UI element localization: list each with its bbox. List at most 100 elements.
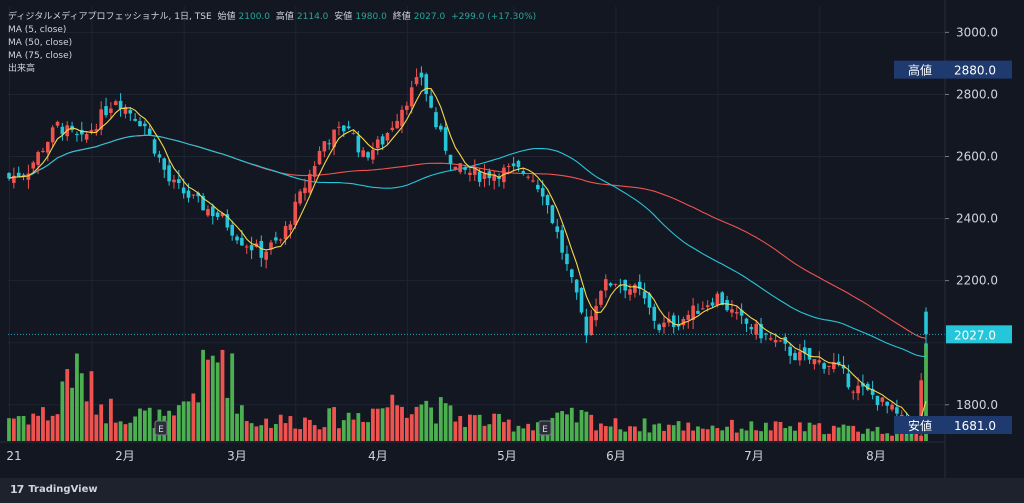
volume-bar [375,408,380,441]
candle-body [463,167,467,170]
volume-bar [851,425,856,441]
candle-body [895,407,899,414]
indicator-ma75[interactable]: MA (75, close) [8,51,73,61]
low-value: 1980.0 [355,12,387,22]
volume-series [7,343,928,441]
volume-bar [550,417,555,441]
candle-body [240,237,244,246]
candle-body [574,279,579,293]
volume-bar [70,387,74,441]
volume-bar [778,421,783,441]
candle-body [312,166,317,177]
volume-bar [739,428,744,441]
candle-body [919,380,923,434]
volume-bar [628,426,632,441]
high-tag-label: 高値 [908,63,932,78]
volume-bar [332,407,336,441]
candle-body [89,130,94,133]
candle-body [599,290,603,305]
candle-body [152,139,157,154]
volume-bar [642,418,647,441]
volume-bar [264,418,269,441]
candle-body [807,348,812,360]
volume-bar [603,426,608,441]
indicator-volume[interactable]: 出来高 [8,64,36,74]
volume-bar [492,413,497,441]
candle-body [424,74,429,94]
candle-body [409,87,414,107]
volume-bar [569,407,574,441]
legend-header: ディジタルメディアプロフェッショナル, 1日, TSE 始値 2100.0 高値 2… [8,11,539,24]
candle-body [26,173,31,180]
volume-bar [79,373,84,441]
volume-bar [31,413,36,441]
volume-bar [705,429,710,441]
candle-body [589,316,594,336]
candle-body [642,291,647,299]
volume-bar [45,420,50,441]
candle-body [788,346,792,356]
candle-body [60,126,65,135]
chart-svg[interactable]: 3000.0 2800.0 2600.0 2400.0 2200.0 1800.0 高値 28… [0,0,1024,478]
volume-bar [497,413,501,441]
volume-bar [511,431,516,441]
candle-body [186,190,191,198]
volume-bar [861,433,865,441]
candle-body [613,283,618,285]
volume-bar [501,422,506,441]
volume-bar [36,415,41,441]
low-tag-label: 安値 [908,418,932,433]
candle-body [521,171,526,174]
candle-body [298,191,302,204]
volume-bar [206,359,210,441]
candle-body [157,154,162,158]
indicator-ma5[interactable]: MA (5, close) [8,25,67,35]
candle-body [21,174,26,176]
volume-bar [259,425,264,441]
tradingview-logo[interactable]: 𝟭𝟳 TradingView [10,483,98,496]
volume-bar [104,423,108,441]
volume-bar [662,430,666,441]
candle-body [118,100,123,109]
volume-bar [283,423,288,441]
candle-body [414,77,419,85]
candle-body [94,129,99,132]
volume-bar [448,405,453,441]
volume-bar [555,412,560,441]
price-tick-label: 2400.0 [956,212,998,226]
volume-bar [361,421,366,441]
candle-body [681,318,686,326]
volume-bar [400,406,404,441]
candle-body [715,293,720,306]
candle-body [16,172,21,177]
volume-bar [312,425,317,441]
volume-bar [191,393,196,441]
candle-body [371,149,375,160]
candle-body [366,152,370,158]
volume-bar [429,407,434,441]
volume-bar [390,394,395,441]
candle-body [827,365,831,367]
volume-bar [827,433,831,441]
volume-bar [176,405,181,441]
indicator-ma50[interactable]: MA (50, close) [8,38,73,48]
low-tag-value: 1681.0 [954,419,996,433]
footer-bar [0,478,1024,503]
grid [8,6,945,442]
volume-bar [899,427,904,441]
volume-bar [123,424,128,441]
candle-body [696,310,700,314]
candle-body [657,324,661,331]
candle-body [822,363,826,369]
volume-bar [565,414,569,441]
candle-body [201,195,205,211]
volume-bar [341,420,346,441]
symbol-title[interactable]: ディジタルメディアプロフェッショナル, 1日, TSE [8,12,212,22]
candle-body [235,236,239,241]
volume-bar [239,405,244,441]
candle-body [725,299,729,311]
volume-bar [249,423,254,441]
volume-bar [409,414,414,441]
candle-body [773,340,778,343]
